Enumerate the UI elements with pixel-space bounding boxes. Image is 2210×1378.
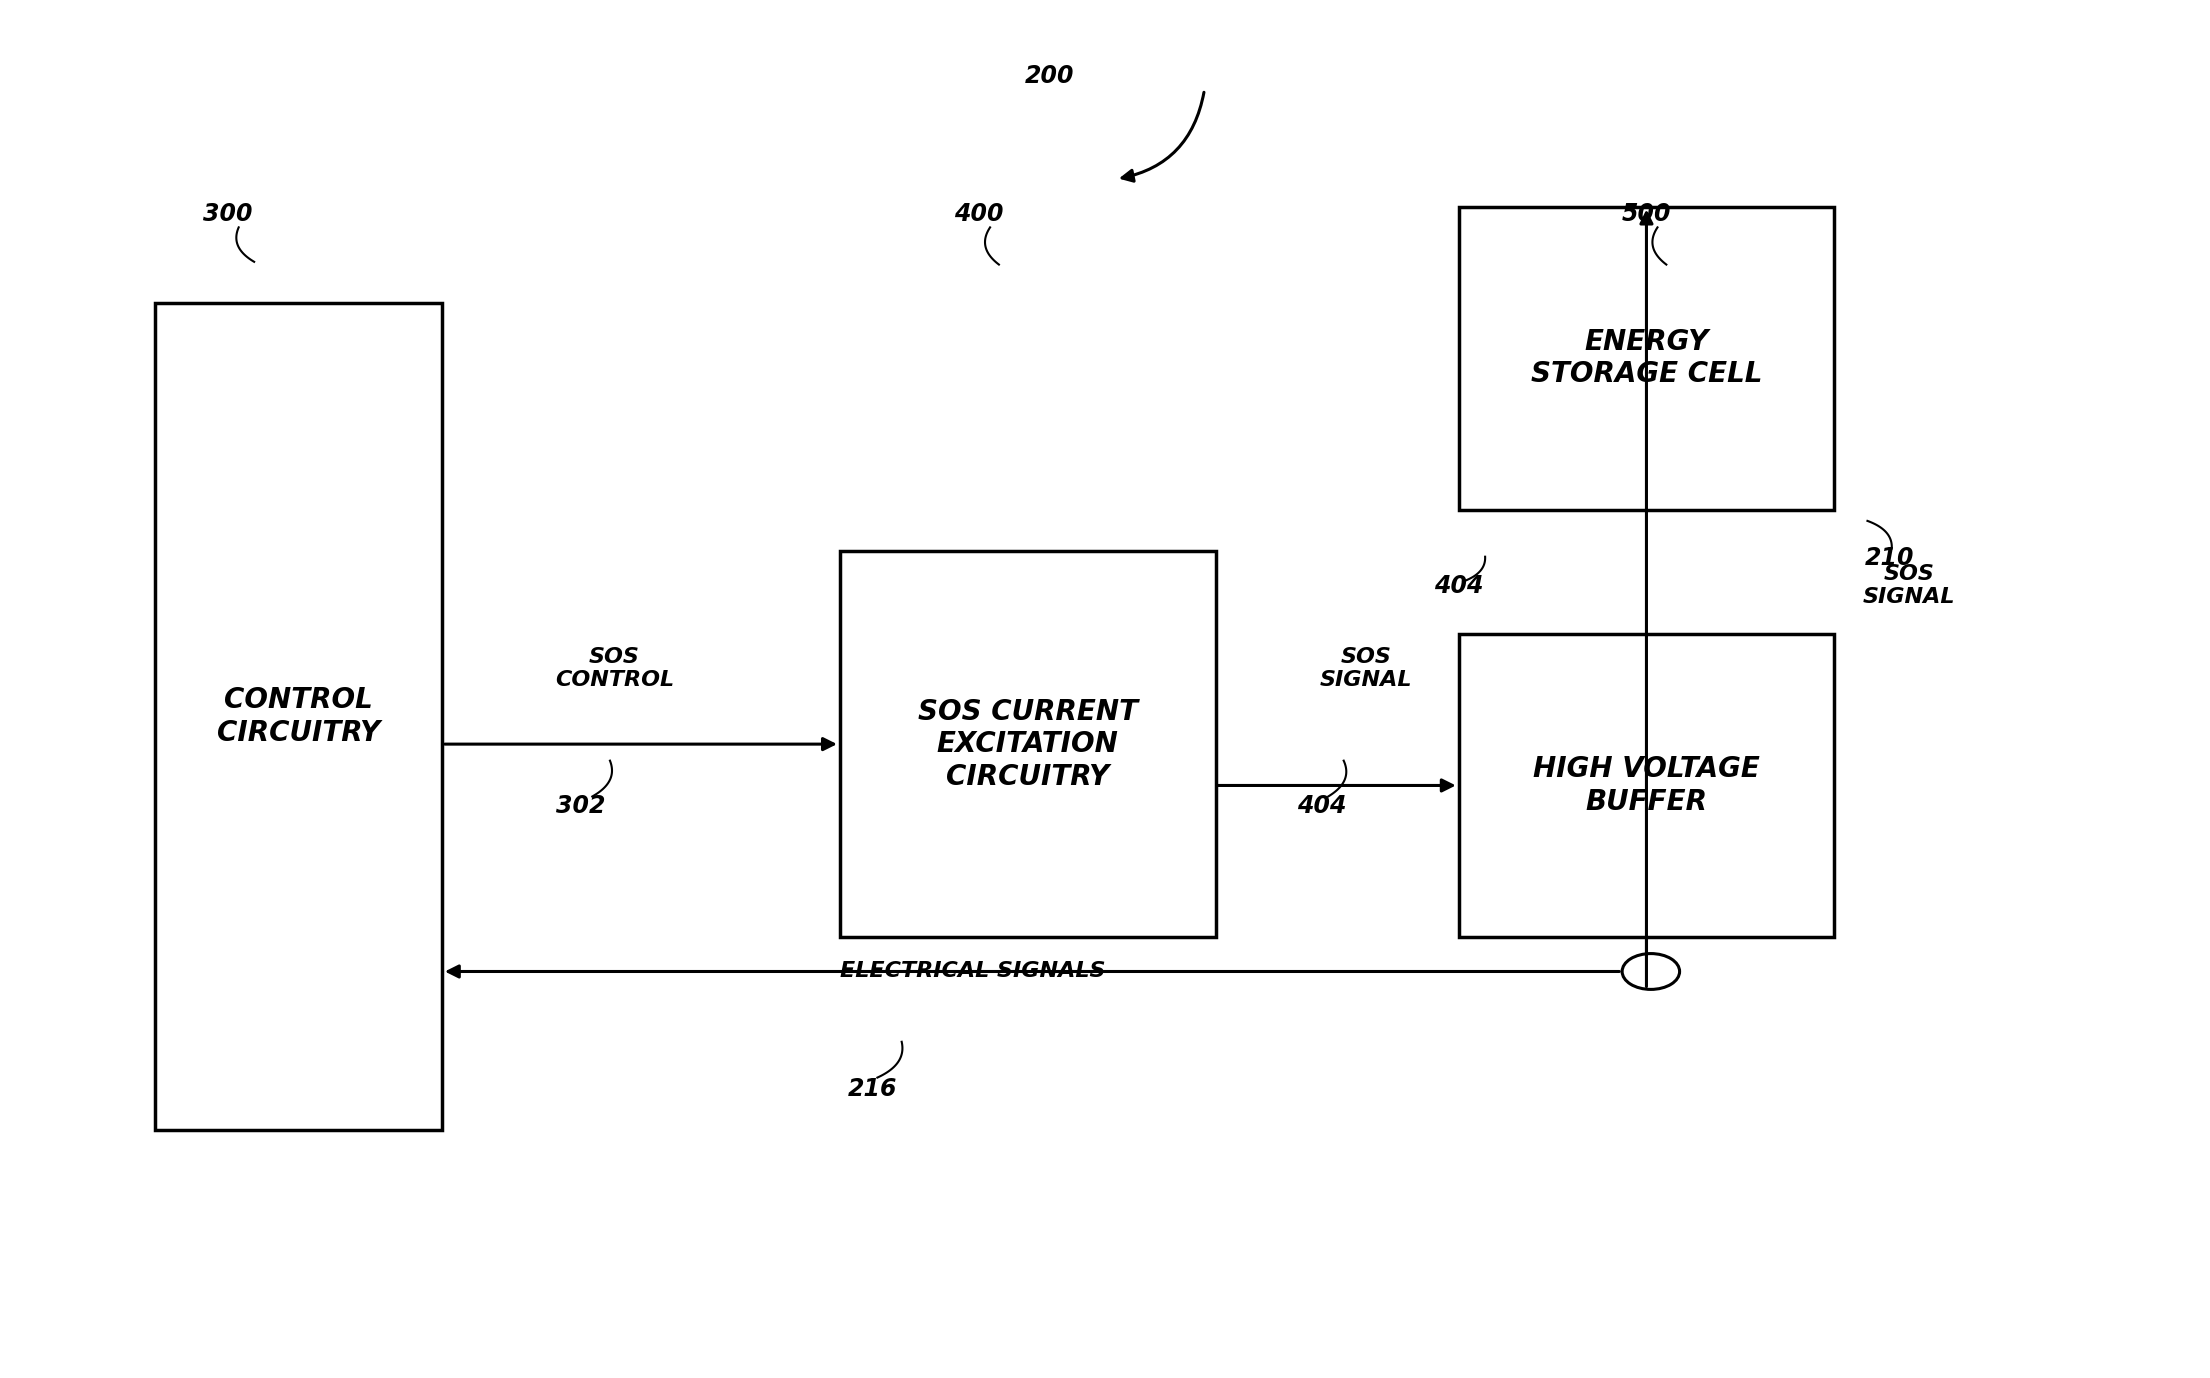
- Text: SOS CURRENT
EXCITATION
CIRCUITRY: SOS CURRENT EXCITATION CIRCUITRY: [917, 697, 1138, 791]
- Text: 404: 404: [1434, 573, 1483, 598]
- FancyBboxPatch shape: [840, 551, 1216, 937]
- Text: SOS
CONTROL: SOS CONTROL: [555, 646, 674, 690]
- Text: 400: 400: [955, 201, 1003, 226]
- Text: ENERGY
STORAGE CELL: ENERGY STORAGE CELL: [1532, 328, 1761, 389]
- Text: 200: 200: [1025, 63, 1074, 88]
- FancyBboxPatch shape: [1459, 634, 1834, 937]
- Text: 404: 404: [1297, 794, 1346, 819]
- Text: ELECTRICAL SIGNALS: ELECTRICAL SIGNALS: [840, 962, 1105, 981]
- Text: CONTROL
CIRCUITRY: CONTROL CIRCUITRY: [217, 686, 380, 747]
- Text: 216: 216: [849, 1076, 897, 1101]
- Text: 500: 500: [1622, 201, 1671, 226]
- Text: HIGH VOLTAGE
BUFFER: HIGH VOLTAGE BUFFER: [1534, 755, 1759, 816]
- FancyBboxPatch shape: [1459, 207, 1834, 510]
- Text: 302: 302: [557, 794, 606, 819]
- Text: 300: 300: [203, 201, 252, 226]
- Text: 210: 210: [1865, 546, 1914, 570]
- FancyBboxPatch shape: [155, 303, 442, 1130]
- Text: SOS
SIGNAL: SOS SIGNAL: [1863, 564, 1956, 608]
- Text: SOS
SIGNAL: SOS SIGNAL: [1319, 646, 1412, 690]
